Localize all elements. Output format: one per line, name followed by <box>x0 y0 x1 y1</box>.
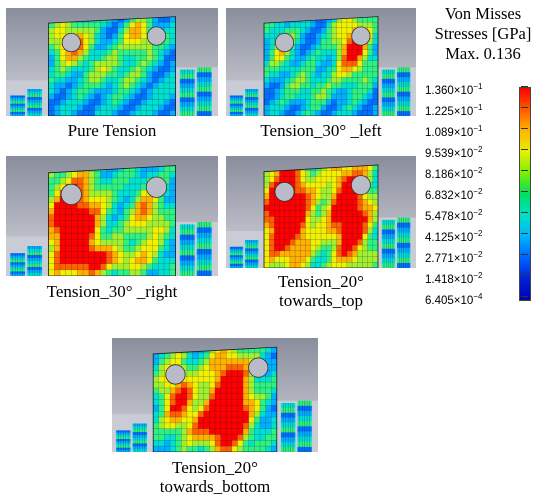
legend-tick-label: 1.089×10−1 <box>425 122 528 140</box>
side-flanges <box>226 67 416 116</box>
bolt-hole <box>350 175 371 196</box>
bolt-hole <box>61 32 81 53</box>
legend-tick-label: 9.539×10−2 <box>425 143 528 161</box>
plate-contour <box>48 165 176 276</box>
fea-panel-tension-30-right <box>6 156 218 276</box>
stress-plot-tension-30-left <box>226 8 416 116</box>
legend-colorbar <box>519 87 531 301</box>
legend-tick-label: 6.832×10−2 <box>425 185 528 203</box>
side-flanges <box>226 217 416 268</box>
legend-tick-label: 4.125×10−2 <box>425 227 528 245</box>
fea-panel-tension-30-left <box>226 8 416 116</box>
legend-title: Von Misses Stresses [GPa] Max. 0.136 <box>434 4 532 63</box>
legend-tick-label: 8.186×10−2 <box>425 164 528 182</box>
fea-panel-tension-20-top <box>226 156 416 268</box>
stress-plot-pure-tension <box>6 8 218 116</box>
plate-contour <box>48 16 176 116</box>
stress-plot-tension-20-bottom <box>112 338 318 452</box>
stress-plot-tension-20-top <box>226 156 416 268</box>
fea-panel-tension-20-bottom <box>112 338 318 452</box>
fea-panel-pure-tension <box>6 8 218 116</box>
legend-tick-label: 6.405×10−4 <box>425 290 528 308</box>
legend-tick-label: 1.418×10−2 <box>425 269 528 287</box>
bolt-hole <box>274 32 295 53</box>
bolt-hole <box>146 26 167 46</box>
legend-tick-label: 5.478×10−2 <box>425 206 528 224</box>
bolt-hole <box>274 181 295 202</box>
caption-tension-20-bottom: Tension_20° towards_bottom <box>159 458 271 496</box>
caption-tension-30-right: Tension_30° _right <box>46 282 178 301</box>
bolt-hole <box>351 26 371 46</box>
side-flanges <box>6 222 218 276</box>
legend-tick-label: 1.360×10−1 <box>425 80 528 98</box>
bolt-hole <box>145 176 168 198</box>
caption-pure-tension: Pure Tension <box>67 121 157 140</box>
bolt-hole <box>165 364 186 385</box>
caption-tension-20-top: Tension_20° towards_top <box>278 272 364 310</box>
stress-plot-tension-30-right <box>6 156 218 276</box>
plate-contour <box>264 164 378 268</box>
side-flanges <box>112 400 318 452</box>
legend-tick-label: 1.225×10−1 <box>425 101 528 119</box>
side-flanges <box>6 67 218 116</box>
bolt-hole <box>248 357 269 378</box>
bolt-hole <box>60 183 82 206</box>
legend-tick-label: 2.771×10−2 <box>425 248 528 266</box>
caption-tension-30-left: Tension_30° _left <box>260 121 382 140</box>
